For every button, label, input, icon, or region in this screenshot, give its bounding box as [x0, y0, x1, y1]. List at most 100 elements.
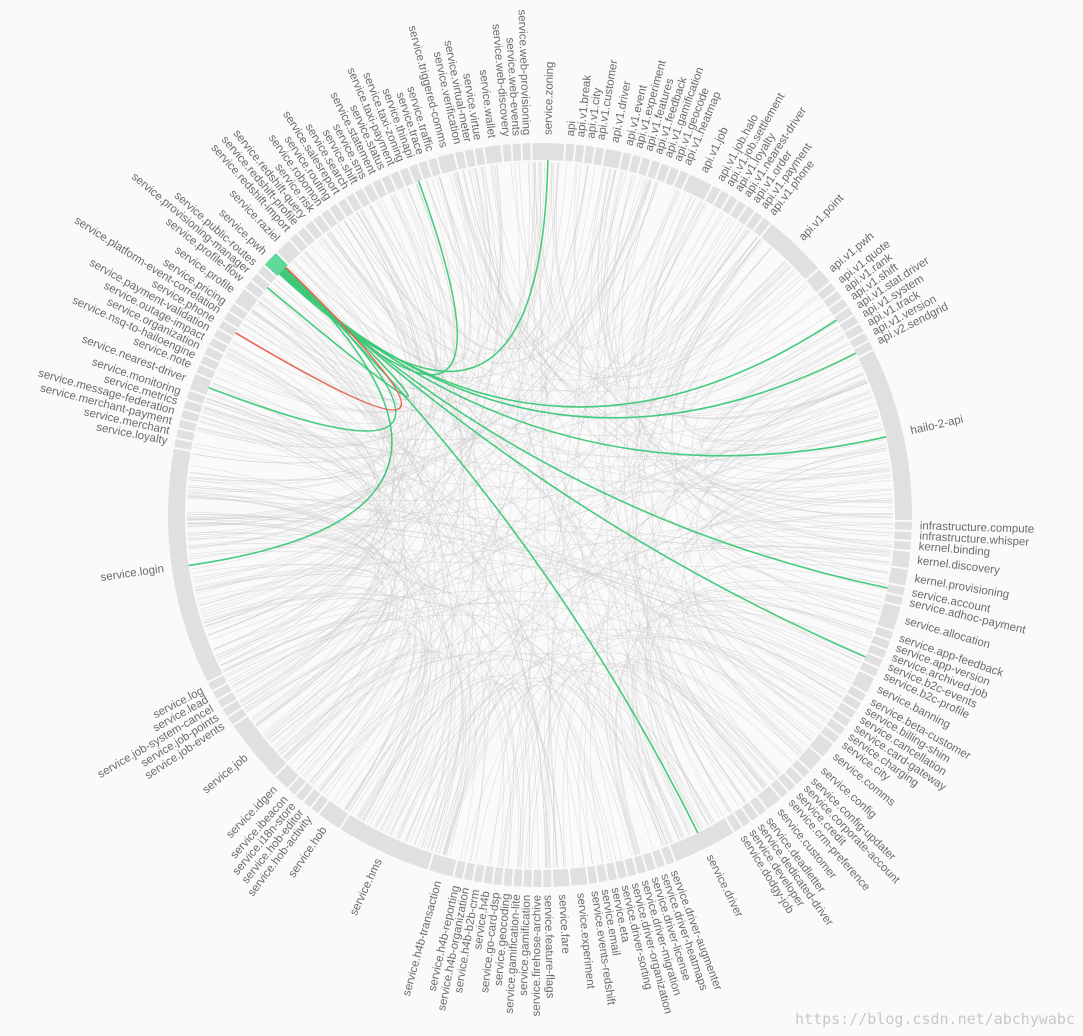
node-arc-service-salesreport[interactable] — [337, 198, 354, 217]
node-arc-service-raziel[interactable] — [277, 240, 301, 264]
node-arc-api-v1-event[interactable] — [619, 152, 632, 171]
node-arc-api-v1-city[interactable] — [584, 145, 595, 164]
node-arc-service-search[interactable] — [346, 193, 362, 212]
node-arc-service-metrics[interactable] — [183, 400, 203, 413]
node-arc-service-events-redshift[interactable] — [587, 865, 598, 884]
node-arc-service-firehose-archive[interactable] — [533, 869, 542, 888]
node-arc-service-cancellation[interactable] — [837, 702, 856, 719]
node-arc-api-v1-features[interactable] — [638, 157, 651, 177]
node-arc-api-v1-nearest-driver[interactable] — [730, 200, 746, 220]
highlight-chord-service-pwh-to-service-login[interactable] — [188, 268, 393, 567]
node-arc-service-experiment[interactable] — [570, 867, 588, 886]
node-label-service-driver[interactable]: service.driver — [704, 853, 745, 920]
node-arc-service-sms[interactable] — [363, 183, 379, 203]
node-arc-service-public-routes[interactable] — [258, 266, 277, 284]
node-arc-api-v1-job-settlement[interactable] — [713, 190, 730, 210]
node-arc-service-organization[interactable] — [204, 346, 224, 362]
node-arc-service-traffic[interactable] — [428, 157, 441, 177]
node-label-service-login[interactable]: service.login — [100, 563, 165, 584]
node-arc-service-h4b-organization[interactable] — [463, 862, 475, 881]
node-arc-api[interactable] — [565, 143, 575, 162]
node-arc-kernel-provisioning[interactable] — [888, 567, 908, 586]
node-arc-api-v1-order[interactable] — [738, 206, 755, 225]
highlight-chord-service-pwh-to-service-nearest-driver[interactable] — [208, 267, 397, 432]
node-arc-service-h4b[interactable] — [483, 865, 494, 884]
node-label-api[interactable]: api — [565, 121, 578, 137]
node-arc-service-config-updater[interactable] — [791, 759, 810, 778]
node-arc-service-config[interactable] — [798, 747, 822, 771]
node-arc-service-email[interactable] — [596, 864, 608, 883]
node-arc-kernel-discovery[interactable] — [891, 550, 911, 568]
node-arc-api-v1-system[interactable] — [839, 315, 859, 332]
node-arc-service-nsq-to-hailoengine[interactable] — [200, 355, 220, 370]
node-arc-service-lead[interactable] — [212, 683, 232, 699]
node-arc-api-v1-quote[interactable] — [817, 283, 836, 300]
node-arc-service-redshift-import[interactable] — [290, 234, 308, 252]
node-arc-service-h4b-reporting[interactable] — [454, 860, 466, 879]
node-arc-service-redshift-profile[interactable] — [297, 227, 315, 246]
node-arc-service-beta-customer[interactable] — [847, 686, 866, 702]
node-arc-service-allocation[interactable] — [877, 602, 901, 631]
node-arc-service-pricing[interactable] — [229, 303, 248, 320]
node-arc-service-virtual-meter[interactable] — [464, 149, 476, 168]
node-arc-api-v1-shift[interactable] — [829, 299, 848, 316]
node-arc-service-crm-preference[interactable] — [770, 779, 788, 798]
node-label-service-web-provisioning[interactable]: service.web-provisioning — [515, 9, 532, 135]
node-arc-service-taxi-payment[interactable] — [390, 171, 405, 190]
node-arc-service-archived-job[interactable] — [867, 644, 887, 659]
node-arc-service-charging[interactable] — [826, 718, 845, 735]
node-arc-service-virtue[interactable] — [474, 147, 486, 166]
node-arc-service-outage-impact[interactable] — [209, 337, 228, 353]
node-arc-service-eta[interactable] — [605, 862, 617, 881]
node-arc-service-pwh[interactable] — [264, 253, 288, 277]
node-arc-service-profile[interactable] — [234, 289, 258, 312]
node-arc-service-h4b-transaction[interactable] — [429, 853, 457, 877]
node-arc-service-account[interactable] — [886, 584, 905, 596]
node-arc-service-job-points[interactable] — [222, 700, 242, 717]
node-arc-service-credit[interactable] — [778, 773, 796, 792]
node-arc-service-idgen[interactable] — [275, 764, 299, 788]
node-arc-service-city[interactable] — [820, 726, 839, 743]
node-arc-service-driver[interactable] — [670, 818, 734, 862]
node-arc-service-provisioning-manager[interactable] — [251, 273, 270, 291]
node-label-infrastructure-compute[interactable]: infrastructure.compute — [920, 520, 1035, 535]
node-arc-api-v1-phone[interactable] — [753, 217, 771, 237]
node-arc-service-robomon[interactable] — [321, 209, 338, 228]
node-label-service-fare[interactable]: service.fare — [556, 894, 571, 954]
node-label-hailo-2-api[interactable]: hailo-2-api — [909, 414, 964, 438]
node-arc-service-login[interactable] — [167, 448, 223, 682]
node-arc-service-thinapi[interactable] — [409, 164, 423, 183]
node-label-service-feature-flags[interactable]: service.feature-flags — [542, 895, 556, 999]
node-arc-api-v1-rank[interactable] — [823, 291, 842, 308]
node-arc-service-driver-migration[interactable] — [633, 855, 647, 874]
node-arc-service-customer[interactable] — [757, 785, 781, 809]
node-arc-service-adhoc-payment[interactable] — [884, 593, 903, 606]
node-arc-service-status[interactable] — [381, 175, 396, 194]
node-arc-api-v1-payment[interactable] — [746, 212, 763, 231]
node-arc-service-monitoring[interactable] — [186, 390, 206, 404]
node-arc-service-platform-event-correlation[interactable] — [223, 312, 243, 328]
node-arc-service-billing-shim[interactable] — [842, 694, 862, 710]
node-arc-service-feature-flags[interactable] — [543, 869, 552, 887]
node-arc-infrastructure-compute[interactable] — [894, 521, 912, 531]
node-label-kernel-binding[interactable]: kernel.binding — [918, 541, 990, 559]
node-arc-api-v1-loyalty[interactable] — [722, 195, 738, 215]
node-arc-service-corporate-account[interactable] — [785, 766, 803, 785]
node-arc-service-go-card-dsp[interactable] — [493, 867, 504, 886]
node-arc-service-merchant[interactable] — [176, 429, 195, 441]
node-arc-service-triggered-comms[interactable] — [437, 153, 458, 174]
node-arc-service-nearest-driver[interactable] — [189, 374, 212, 395]
node-arc-api-v2-sendgrid[interactable] — [854, 341, 873, 357]
node-arc-service-shift[interactable] — [354, 188, 371, 208]
node-arc-service-app-feedback[interactable] — [874, 626, 894, 640]
node-arc-service-card-gateway[interactable] — [832, 710, 851, 727]
node-arc-api-v1-gamification[interactable] — [656, 163, 670, 183]
node-arc-service-driver-augmenter[interactable] — [661, 846, 675, 865]
node-arc-service-web-provisioning[interactable] — [522, 143, 531, 161]
node-arc-service-comms[interactable] — [809, 733, 833, 757]
node-arc-service-log[interactable] — [208, 675, 227, 691]
node-arc-service-deadletter[interactable] — [749, 796, 767, 815]
node-arc-service-zoning[interactable] — [532, 143, 565, 161]
node-arc-service-job-events[interactable] — [228, 708, 247, 725]
node-label-api-v1-point[interactable]: api.v1.point — [797, 192, 847, 244]
